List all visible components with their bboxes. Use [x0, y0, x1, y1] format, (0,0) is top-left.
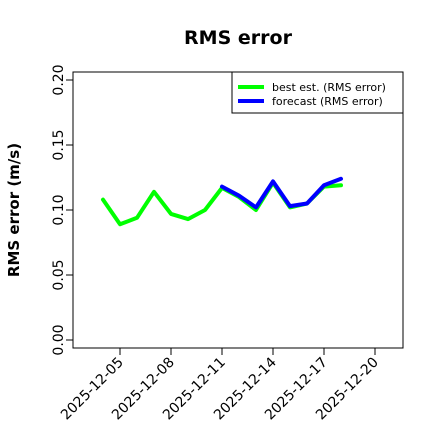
y-axis-label: RMS error (m/s) [5, 143, 23, 277]
series-line-forecast [220, 176, 343, 210]
x-axis: 2025-12-052025-12-082025-12-112025-12-14… [58, 348, 382, 423]
chart-title: RMS error [184, 27, 293, 49]
y-tick-label: 0.05 [51, 259, 67, 290]
y-tick-label: 0.10 [51, 194, 67, 225]
legend-box [231, 71, 404, 114]
series-group [101, 176, 343, 227]
legend-label-forecast: forecast (RMS error) [272, 95, 383, 108]
y-tick-label: 0.20 [51, 64, 67, 95]
legend-label-best-est: best est. (RMS error) [272, 81, 386, 94]
y-tick-label: 0.00 [51, 324, 67, 355]
y-tick-label: 0.15 [51, 129, 67, 160]
legend: best est. (RMS error) forecast (RMS erro… [231, 71, 404, 114]
y-axis: 0.00 0.05 0.10 0.15 0.20 [51, 64, 73, 356]
